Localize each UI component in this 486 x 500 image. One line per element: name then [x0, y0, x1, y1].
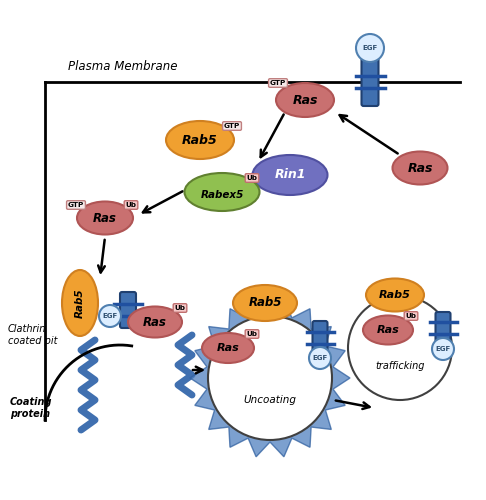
FancyBboxPatch shape [312, 321, 328, 355]
Text: Ras: Ras [292, 94, 318, 106]
Ellipse shape [166, 121, 234, 159]
Ellipse shape [363, 316, 413, 344]
Text: EGF: EGF [312, 355, 328, 361]
Text: GTP: GTP [270, 80, 286, 86]
Ellipse shape [253, 155, 328, 195]
Text: Rab5: Rab5 [182, 134, 218, 146]
Text: Rab5: Rab5 [248, 296, 282, 310]
Text: Uncoating: Uncoating [243, 395, 296, 405]
Text: Ub: Ub [246, 331, 258, 337]
Text: Ras: Ras [143, 316, 167, 328]
Text: trafficking: trafficking [375, 361, 425, 371]
Text: EGF: EGF [435, 346, 451, 352]
Text: Rabex5: Rabex5 [200, 190, 243, 200]
Ellipse shape [366, 278, 424, 312]
Text: Ras: Ras [93, 212, 117, 224]
Text: GTP: GTP [68, 202, 84, 208]
Circle shape [432, 338, 454, 360]
Text: Ub: Ub [125, 202, 137, 208]
Polygon shape [190, 299, 350, 457]
Text: Ras: Ras [377, 325, 399, 335]
Ellipse shape [276, 83, 334, 117]
Ellipse shape [393, 152, 448, 184]
Circle shape [208, 316, 332, 440]
Ellipse shape [62, 270, 98, 336]
FancyBboxPatch shape [435, 312, 451, 344]
Text: Rab5: Rab5 [379, 290, 411, 300]
Text: Ub: Ub [246, 175, 258, 181]
Ellipse shape [128, 306, 182, 338]
Text: Rin1: Rin1 [274, 168, 306, 181]
Ellipse shape [185, 173, 260, 211]
Text: Clathrin
coated pit: Clathrin coated pit [8, 324, 57, 346]
Text: GTP: GTP [224, 123, 240, 129]
Text: Ras: Ras [407, 162, 433, 174]
Text: Plasma Membrane: Plasma Membrane [68, 60, 177, 73]
Text: EGF: EGF [103, 313, 118, 319]
Circle shape [356, 34, 384, 62]
Circle shape [309, 347, 331, 369]
Ellipse shape [202, 333, 254, 363]
Ellipse shape [233, 285, 297, 321]
Text: EGF: EGF [363, 45, 378, 51]
Circle shape [99, 305, 121, 327]
Text: Coating
protein: Coating protein [10, 397, 52, 419]
Text: Ras: Ras [217, 343, 240, 353]
FancyBboxPatch shape [120, 292, 136, 328]
FancyBboxPatch shape [362, 58, 379, 106]
Text: Ub: Ub [405, 313, 417, 319]
Circle shape [348, 296, 452, 400]
Text: Ub: Ub [174, 305, 186, 311]
Ellipse shape [77, 202, 133, 234]
Text: Rab5: Rab5 [75, 288, 85, 318]
